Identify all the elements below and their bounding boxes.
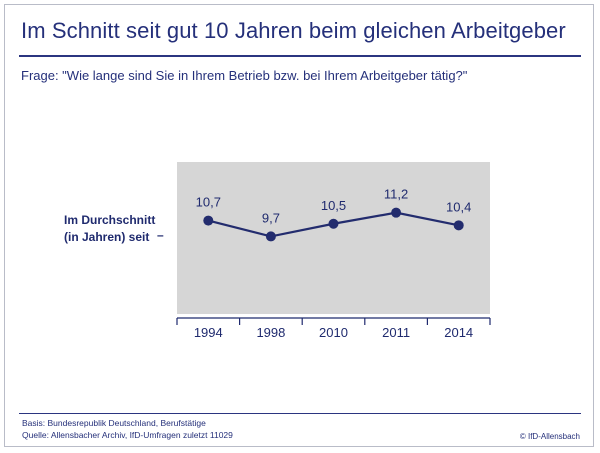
data-label: 10,5 bbox=[321, 198, 346, 213]
data-point bbox=[328, 218, 339, 229]
data-point bbox=[265, 231, 276, 242]
data-point bbox=[203, 215, 214, 226]
x-tick-label: 1994 bbox=[194, 325, 223, 340]
footer-copyright: © IfD-Allensbach bbox=[519, 432, 580, 441]
y-axis-label-dash: – bbox=[157, 228, 164, 242]
title-rule bbox=[19, 55, 581, 57]
data-label: 9,7 bbox=[262, 210, 280, 225]
data-point bbox=[453, 220, 464, 231]
x-tick-label: 2010 bbox=[319, 325, 348, 340]
figure-frame bbox=[4, 4, 594, 447]
x-tick-label: 2014 bbox=[444, 325, 473, 340]
x-tick-label: 1998 bbox=[256, 325, 285, 340]
data-label: 10,7 bbox=[196, 195, 221, 210]
footer-source: Quelle: Allensbacher Archiv, IfD-Umfrage… bbox=[22, 430, 233, 440]
plot-background bbox=[177, 162, 490, 314]
y-axis-label-line1: Im Durchschnitt bbox=[64, 213, 156, 227]
y-axis-label: Im Durchschnitt (in Jahren) seit bbox=[64, 212, 155, 246]
data-point bbox=[391, 207, 402, 218]
data-label: 10,4 bbox=[446, 199, 471, 214]
y-axis-label-line2: (in Jahren) seit bbox=[64, 230, 150, 244]
x-tick-label: 2011 bbox=[382, 325, 410, 340]
footer-basis: Basis: Bundesrepublik Deutschland, Beruf… bbox=[22, 418, 206, 428]
chart-title: Im Schnitt seit gut 10 Jahren beim gleic… bbox=[21, 18, 566, 43]
footer-rule bbox=[19, 413, 581, 414]
data-label: 11,2 bbox=[384, 187, 408, 202]
survey-question: Frage: "Wie lange sind Sie in Ihrem Betr… bbox=[21, 68, 468, 83]
